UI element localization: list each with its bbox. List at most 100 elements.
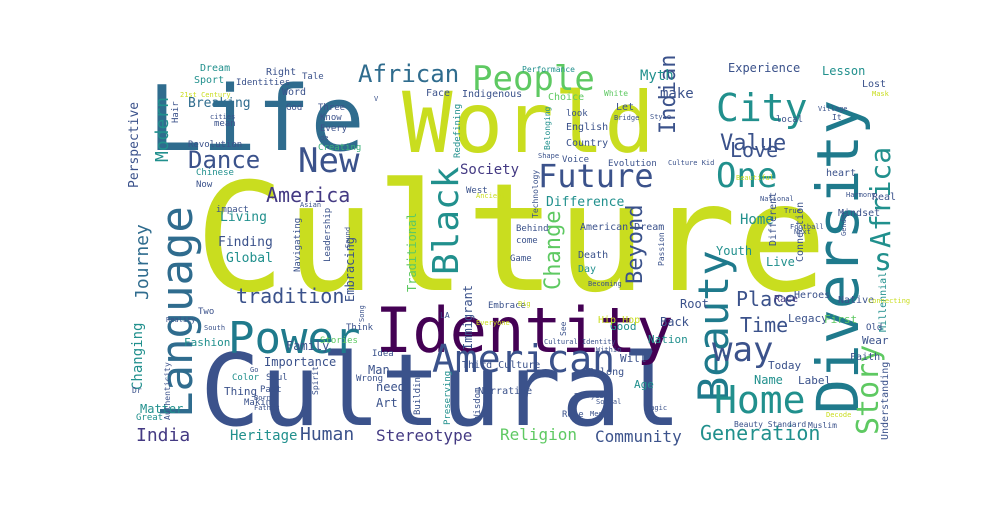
word-art: Art — [376, 396, 398, 410]
word-narrative: Narrative — [478, 386, 532, 397]
word-behind: Behind — [516, 224, 549, 234]
word-people: People — [472, 59, 595, 99]
word-everyday: Everyday — [574, 392, 608, 400]
word-home: Home — [714, 378, 806, 422]
word-de: de — [320, 134, 328, 142]
word-every: Every — [320, 124, 348, 134]
word-beauty: Beauty — [689, 250, 738, 402]
word-sound: Sound — [344, 227, 352, 248]
word-mask: Mask — [872, 90, 890, 98]
word-today: Today — [768, 359, 801, 372]
word-generation: Generation — [700, 421, 820, 445]
word-spirit: Spirit — [311, 366, 320, 395]
word-cities: cities — [210, 113, 235, 121]
word-indigenous: Indigenous — [462, 89, 522, 100]
word-human: Human — [300, 424, 354, 445]
word-native: Native — [838, 295, 874, 306]
word-thing: Thing — [224, 385, 257, 398]
word-good: Good — [610, 320, 637, 333]
word-finding: Finding — [218, 235, 273, 250]
word-dance: Dance — [188, 146, 260, 174]
word-embracing: Embracing — [343, 237, 357, 302]
word-beautiful: Beautiful — [736, 174, 774, 182]
word-media: Media — [590, 410, 611, 418]
word-color: Color — [232, 373, 260, 383]
word-fashion: Fashion — [184, 336, 230, 349]
word-decode: Decode — [826, 411, 851, 419]
word-story: Story — [851, 345, 886, 435]
word-born: Born — [254, 394, 271, 402]
word-football: Football — [790, 223, 824, 231]
word-muslim: Muslim — [808, 421, 837, 430]
word-future: Future — [538, 157, 654, 195]
word-preserving: Preserving — [443, 371, 453, 425]
word-go: Go — [250, 366, 258, 374]
word-identities: Identities — [236, 78, 290, 88]
word-americandream: American Dream — [580, 222, 664, 233]
word-look: look — [566, 109, 588, 119]
word-new: New — [298, 141, 360, 181]
word-everyone: Everyone — [476, 319, 510, 327]
word-back: Back — [660, 315, 690, 329]
word-heritage: Heritage — [230, 428, 297, 444]
word-diversity: Diversity — [804, 100, 872, 414]
word-think: Think — [346, 323, 374, 333]
word-stories: Stories — [320, 336, 358, 346]
word-culturekid: Culture Kid — [668, 159, 714, 167]
word-old: Old — [866, 323, 882, 333]
word-importance: Importance — [264, 355, 336, 369]
word-belonging: Belonging — [543, 106, 552, 150]
word-social: Social — [596, 398, 621, 406]
word-different: Different — [768, 192, 779, 246]
word-century: 21st Century — [180, 91, 231, 99]
word-sport: Sport — [194, 75, 224, 86]
word-idea: Idea — [372, 349, 394, 359]
word-three: Three — [318, 103, 345, 113]
word-power: Power — [228, 313, 360, 364]
word-dr: Dr — [132, 386, 142, 395]
word-la: LA — [440, 311, 450, 320]
word-india: India — [136, 425, 190, 446]
word-death: Death — [578, 250, 608, 261]
word-bridge: Bridge — [614, 114, 639, 122]
word-father: Father — [254, 404, 279, 412]
word-matter: Matter — [140, 402, 183, 416]
word-difference: Difference — [546, 195, 624, 210]
word-love: Love — [730, 138, 778, 162]
word-game: Game — [510, 254, 532, 264]
word-youth: Youth — [716, 244, 752, 258]
word-lesson: Lesson — [822, 64, 865, 78]
word-will: Will — [620, 352, 647, 365]
word-society: Society — [460, 162, 519, 178]
word-family: Family — [286, 339, 329, 353]
word-first: First — [824, 313, 857, 326]
word-america: America — [266, 183, 350, 207]
word-next: Next — [794, 228, 811, 236]
word-african: African — [358, 60, 459, 88]
word-home2: Home — [740, 212, 774, 228]
word-tale: Tale — [302, 72, 324, 82]
word-nation: Nation — [648, 333, 688, 346]
word-thirdculture: Third Culture — [462, 360, 540, 371]
word-language: Language — [152, 206, 203, 418]
word-community: Community — [595, 427, 682, 446]
word-evolution: Evolution — [608, 159, 657, 169]
word-modern: Modern — [152, 97, 173, 162]
word-passion: Passion — [657, 232, 666, 266]
word-changing: Changing — [130, 323, 146, 390]
word-come: come — [516, 236, 538, 246]
word-wear: Wear — [862, 334, 889, 347]
word-indian: Indian — [656, 55, 681, 134]
word-big: Big — [518, 300, 531, 308]
word-africa: Africa — [864, 147, 897, 248]
word-hair: Hair — [171, 101, 181, 123]
word-lost: Lost — [862, 79, 886, 90]
word-mindset: Mindset — [838, 208, 880, 219]
word-immigrant: Immigrant — [461, 285, 475, 350]
word-shape: Shape — [538, 152, 559, 160]
word-style: Style — [650, 113, 671, 121]
word-faith: Faith — [850, 352, 880, 363]
word-day: Day — [578, 264, 596, 275]
